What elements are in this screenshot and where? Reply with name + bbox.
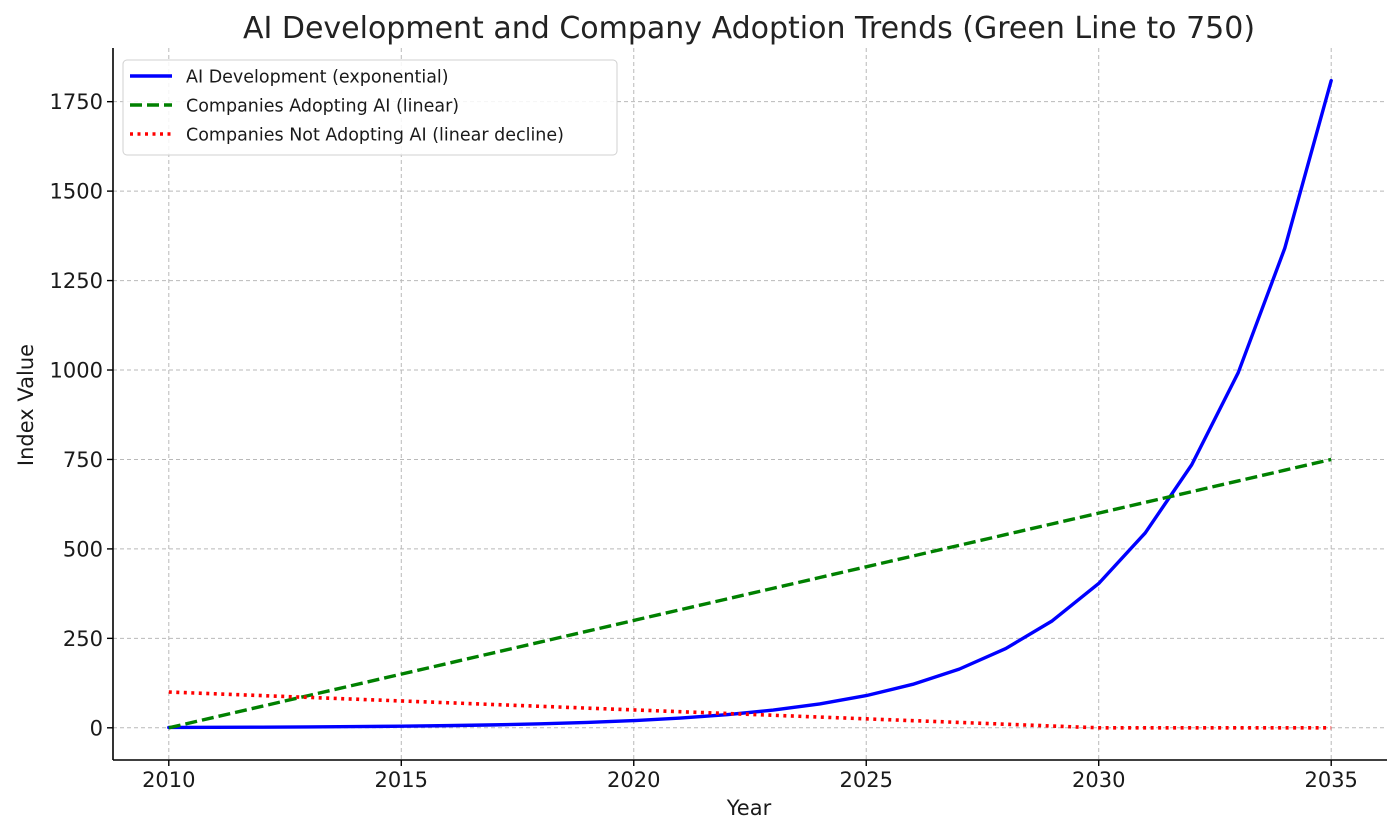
- y-tick-label: 250: [63, 627, 103, 651]
- x-axis-title: Year: [726, 796, 772, 820]
- y-tick-label: 500: [63, 537, 103, 561]
- legend-label-2: Companies Adopting AI (linear): [186, 97, 459, 117]
- legend-label-3: Companies Not Adopting AI (linear declin…: [186, 126, 564, 146]
- legend: AI Development (exponential) Companies Ad…: [122, 59, 618, 156]
- y-tick-label: 0: [90, 716, 103, 740]
- series-line-3: [168, 690, 1332, 730]
- grid: [113, 48, 1387, 760]
- x-tick-label: 2025: [840, 768, 893, 792]
- x-tick-label: 2030: [1072, 768, 1125, 792]
- x-tick-label: 2015: [375, 768, 428, 792]
- series-lines: [167, 78, 1333, 730]
- y-tick-label: 1250: [50, 269, 103, 293]
- legend-box: [122, 59, 618, 156]
- tick-labels: 2010 2015 2020 2025 2030 2035 0 250 500 750 1000 12…: [50, 90, 1358, 792]
- x-tick-label: 2035: [1304, 768, 1357, 792]
- y-axis-title: Index Value: [14, 344, 38, 466]
- x-tick-label: 2010: [142, 768, 195, 792]
- y-tick-label: 1000: [50, 359, 103, 383]
- y-tick-label: 1500: [50, 180, 103, 204]
- series-line-1: [167, 78, 1333, 730]
- axes: [107, 48, 1387, 766]
- x-tick-label: 2020: [607, 768, 660, 792]
- chart-title: AI Development and Company Adoption Tren…: [243, 11, 1255, 46]
- legend-label-1: AI Development (exponential): [186, 68, 449, 88]
- y-tick-label: 750: [63, 448, 103, 472]
- y-tick-label: 1750: [50, 90, 103, 114]
- series-line-2: [168, 457, 1332, 730]
